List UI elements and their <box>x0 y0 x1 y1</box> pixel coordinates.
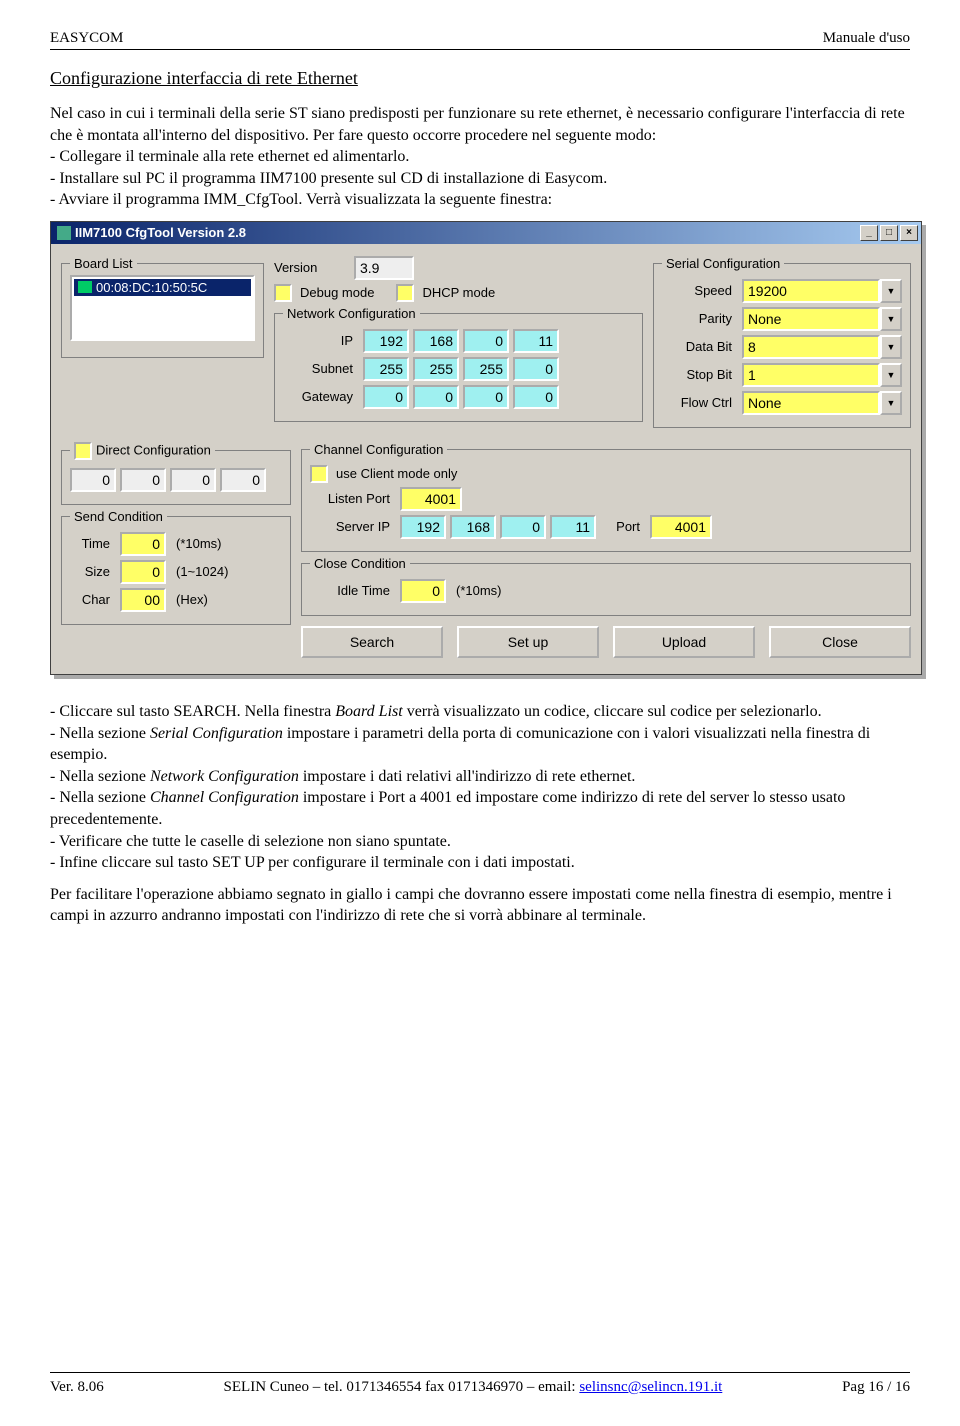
chevron-down-icon[interactable]: ▼ <box>880 391 902 415</box>
gateway-label: Gateway <box>283 389 359 404</box>
gateway-field-0[interactable]: 0 <box>363 385 409 409</box>
gateway-field-3[interactable]: 0 <box>513 385 559 409</box>
chevron-down-icon[interactable]: ▼ <box>880 335 902 359</box>
direct-field-0: 0 <box>70 468 116 492</box>
char-label: Char <box>70 592 116 607</box>
stopbit-field[interactable]: 1 <box>742 363 880 387</box>
time-field[interactable]: 0 <box>120 532 166 556</box>
version-field: 3.9 <box>354 256 414 280</box>
databit-label: Data Bit <box>662 339 738 354</box>
board-list-label: Board List <box>70 256 137 271</box>
size-label: Size <box>70 564 116 579</box>
instructions-paragraph: - Cliccare sul tasto SEARCH. Nella fines… <box>50 701 910 874</box>
gateway-field-2[interactable]: 0 <box>463 385 509 409</box>
listen-field[interactable]: 4001 <box>400 487 462 511</box>
ip-label: IP <box>283 333 359 348</box>
subnet-field-1[interactable]: 255 <box>413 357 459 381</box>
flow-field[interactable]: None <box>742 391 880 415</box>
board-icon <box>78 281 92 293</box>
serial-label: Serial Configuration <box>662 256 784 271</box>
debug-label: Debug mode <box>300 285 374 300</box>
direct-checkbox[interactable] <box>74 442 92 460</box>
useclient-checkbox[interactable] <box>310 465 328 483</box>
dhcp-checkbox[interactable] <box>396 284 414 302</box>
ip-field-3[interactable]: 11 <box>513 329 559 353</box>
subnet-field-2[interactable]: 255 <box>463 357 509 381</box>
direct-field-1: 0 <box>120 468 166 492</box>
header-right: Manuale d'uso <box>823 30 910 47</box>
char-unit: (Hex) <box>176 592 208 607</box>
intro-paragraph: Nel caso in cui i terminali della serie … <box>50 103 910 211</box>
chevron-down-icon[interactable]: ▼ <box>880 279 902 303</box>
footer-email-link[interactable]: selinsnc@selincn.191.it <box>579 1379 722 1395</box>
speed-label: Speed <box>662 283 738 298</box>
dhcp-label: DHCP mode <box>422 285 495 300</box>
ip-field-0[interactable]: 192 <box>363 329 409 353</box>
minimize-button[interactable]: _ <box>860 225 878 241</box>
direct-field-2: 0 <box>170 468 216 492</box>
parity-field[interactable]: None <box>742 307 880 331</box>
size-unit: (1~1024) <box>176 564 228 579</box>
size-field[interactable]: 0 <box>120 560 166 584</box>
maximize-button[interactable]: □ <box>880 225 898 241</box>
gateway-field-1[interactable]: 0 <box>413 385 459 409</box>
chevron-down-icon[interactable]: ▼ <box>880 363 902 387</box>
footer-contact: SELIN Cuneo – tel. 0171346554 fax 017134… <box>224 1379 723 1396</box>
subnet-field-3[interactable]: 0 <box>513 357 559 381</box>
search-button[interactable]: Search <box>301 626 443 658</box>
char-field[interactable]: 00 <box>120 588 166 612</box>
chanconf-label: Channel Configuration <box>310 442 447 457</box>
version-label: Version <box>274 260 350 275</box>
idle-unit: (*10ms) <box>456 583 502 598</box>
ip-field-2[interactable]: 0 <box>463 329 509 353</box>
header-left: EASYCOM <box>50 30 123 47</box>
listen-label: Listen Port <box>310 491 396 506</box>
window-titlebar[interactable]: IIM7100 CfgTool Version 2.8 _ □ × <box>51 222 921 244</box>
footer-version: Ver. 8.06 <box>50 1379 104 1396</box>
time-unit: (*10ms) <box>176 536 222 551</box>
direct-field-3: 0 <box>220 468 266 492</box>
time-label: Time <box>70 536 116 551</box>
databit-field[interactable]: 8 <box>742 335 880 359</box>
footer-page: Pag 16 / 16 <box>842 1379 910 1396</box>
parity-label: Parity <box>662 311 738 326</box>
upload-button[interactable]: Upload <box>613 626 755 658</box>
setup-button[interactable]: Set up <box>457 626 599 658</box>
section-title: Configurazione interfaccia di rete Ether… <box>50 68 910 89</box>
serverip-field-3[interactable]: 11 <box>550 515 596 539</box>
serverip-field-1[interactable]: 168 <box>450 515 496 539</box>
board-list-item[interactable]: 00:08:DC:10:50:5C <box>74 279 251 296</box>
idle-label: Idle Time <box>310 583 396 598</box>
chevron-down-icon[interactable]: ▼ <box>880 307 902 331</box>
stopbit-label: Stop Bit <box>662 367 738 382</box>
app-screenshot: IIM7100 CfgTool Version 2.8 _ □ × Board … <box>50 221 910 675</box>
header-rule <box>50 49 910 50</box>
close-app-button[interactable]: Close <box>769 626 911 658</box>
window-title: IIM7100 CfgTool Version 2.8 <box>75 225 858 240</box>
app-icon <box>57 226 71 240</box>
flow-label: Flow Ctrl <box>662 395 738 410</box>
direct-label: Direct Configuration <box>96 442 211 457</box>
serverip-field-2[interactable]: 0 <box>500 515 546 539</box>
serverip-field-0[interactable]: 192 <box>400 515 446 539</box>
ip-field-1[interactable]: 168 <box>413 329 459 353</box>
serverip-label: Server IP <box>310 519 396 534</box>
subnet-field-0[interactable]: 255 <box>363 357 409 381</box>
port-label: Port <box>600 519 646 534</box>
close-button[interactable]: × <box>900 225 918 241</box>
idle-field[interactable]: 0 <box>400 579 446 603</box>
subnet-label: Subnet <box>283 361 359 376</box>
footer-rule <box>50 1372 910 1373</box>
closing-paragraph: Per facilitare l'operazione abbiamo segn… <box>50 884 910 927</box>
closecond-label: Close Condition <box>310 556 410 571</box>
port-field[interactable]: 4001 <box>650 515 712 539</box>
speed-field[interactable]: 19200 <box>742 279 880 303</box>
sendcond-label: Send Condition <box>70 509 167 524</box>
useclient-label: use Client mode only <box>336 466 457 481</box>
debug-checkbox[interactable] <box>274 284 292 302</box>
netconf-label: Network Configuration <box>283 306 420 321</box>
